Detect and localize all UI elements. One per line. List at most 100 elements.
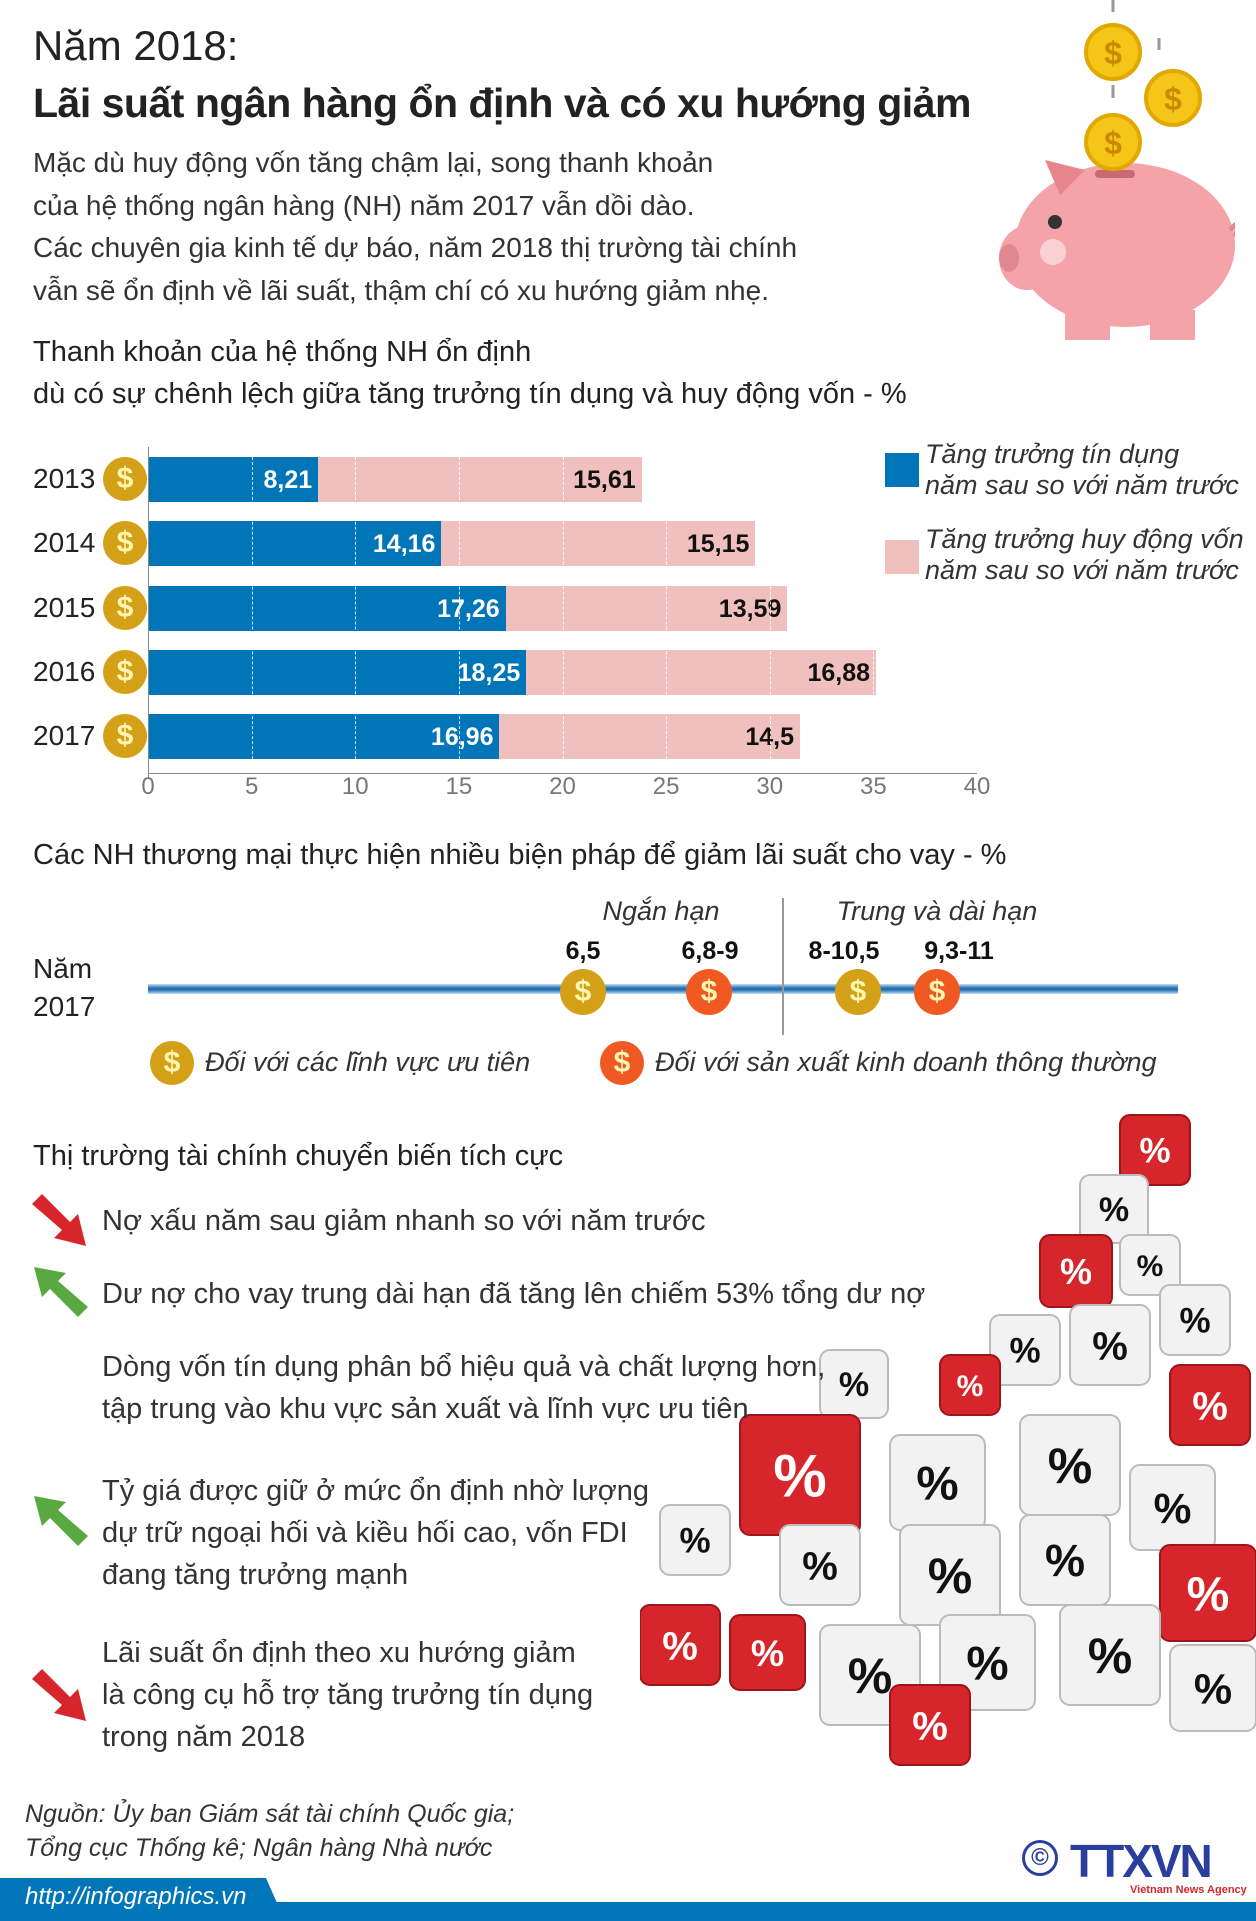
- footer-tab: [0, 1878, 285, 1921]
- svg-text:%: %: [912, 1704, 948, 1748]
- source-note: Nguồn: Ủy ban Giám sát tài chính Quốc gi…: [25, 1800, 515, 1862]
- x-tick-label: 5: [244, 773, 259, 800]
- percent-die-icon: %: [1119, 1234, 1181, 1296]
- bar-value-label: 18,25: [457, 658, 521, 687]
- gridline: [562, 457, 564, 779]
- svg-text:%: %: [916, 1458, 958, 1511]
- year-label: Năm 2017: [33, 953, 96, 1022]
- percent-die-icon: %: [1159, 1284, 1231, 1356]
- footer-bar: [0, 1902, 1256, 1921]
- bar-segment: [148, 714, 500, 760]
- svg-text:$: $: [1104, 35, 1122, 71]
- gridline: [666, 457, 668, 779]
- year-label: 2016: [33, 655, 96, 687]
- market-item: Dư nợ cho vay trung dài hạn đã tăng lên …: [102, 1278, 926, 1310]
- percent-die-icon: %: [1019, 1514, 1111, 1606]
- x-tick-label: 0: [141, 773, 155, 800]
- arrow-up-left-icon: [34, 1496, 88, 1546]
- legend-deposit: Tăng trưởng huy động vốn năm sau so với n…: [925, 524, 1244, 585]
- copyright-icon: ©: [1022, 1840, 1058, 1876]
- chart-title: Thanh khoản của hệ thống NH ổn định dù c…: [33, 336, 907, 410]
- legend-swatch-deposit: [885, 540, 919, 574]
- bar-value-label: 13,59: [718, 594, 782, 623]
- percent-die-icon: %: [1059, 1604, 1161, 1706]
- percent-die-icon: %: [1119, 1114, 1191, 1186]
- coin-icon: $: [600, 1041, 644, 1085]
- svg-text:%: %: [1179, 1302, 1210, 1341]
- svg-text:%: %: [1099, 1191, 1129, 1229]
- svg-text:%: %: [1092, 1324, 1128, 1368]
- gridline: [355, 457, 357, 779]
- arrow-down-right-icon: [32, 1669, 86, 1721]
- svg-text:%: %: [773, 1443, 826, 1510]
- svg-text:%: %: [966, 1638, 1008, 1691]
- percent-die-icon: %: [889, 1434, 986, 1531]
- svg-text:%: %: [751, 1632, 784, 1674]
- svg-text:%: %: [1154, 1486, 1192, 1533]
- percent-die-icon: %: [899, 1524, 1001, 1626]
- bar-segment: [505, 585, 788, 631]
- group-long-term: Trung và dài hạn: [836, 896, 1038, 926]
- percent-die-icon: %: [1129, 1464, 1216, 1551]
- rate-value: 6,8-9: [681, 937, 739, 965]
- percent-die-icon: %: [1159, 1544, 1256, 1642]
- gridline: [769, 457, 771, 779]
- x-axis: [148, 772, 977, 774]
- svg-text:%: %: [848, 1648, 892, 1704]
- coin-icon: $: [914, 969, 960, 1015]
- percent-die-icon: %: [659, 1504, 731, 1576]
- coin-icon: $: [686, 969, 732, 1015]
- percent-die-icon: %: [1039, 1234, 1113, 1308]
- svg-text:$: $: [1164, 81, 1182, 117]
- bar-segment: [148, 457, 319, 502]
- coin-icon: $: [1144, 69, 1202, 127]
- page-title: Lãi suất ngân hàng ổn định và có xu hướn…: [33, 80, 971, 126]
- rate-value: 9,3-11: [924, 937, 994, 965]
- bar-segment: [148, 649, 527, 695]
- svg-text:%: %: [1048, 1438, 1092, 1494]
- coin-icon: $: [835, 969, 881, 1015]
- bar-segment: [526, 649, 877, 695]
- x-tick-label: 20: [549, 773, 576, 800]
- percent-die-icon: %: [939, 1354, 1001, 1416]
- coin-icon: $: [103, 457, 147, 501]
- rate-value: 8-10,5: [808, 937, 880, 965]
- rates-title: Các NH thương mại thực hiện nhiều biện p…: [33, 839, 1007, 871]
- svg-text:%: %: [839, 1366, 869, 1404]
- year-label: 2015: [33, 591, 96, 623]
- percent-die-icon: %: [1019, 1414, 1121, 1516]
- coin-icon: $: [560, 969, 606, 1015]
- market-item: Tỷ giá được giữ ở mức ổn định nhờ lượng d…: [102, 1475, 650, 1591]
- percent-die-icon: %: [640, 1604, 721, 1686]
- bar-value-label: 15,61: [573, 466, 636, 494]
- x-tick-label: 25: [652, 773, 680, 800]
- coin-icon: $: [1084, 23, 1142, 81]
- bar-value-label: 15,15: [686, 530, 750, 559]
- svg-text:%: %: [1192, 1384, 1228, 1428]
- ttxvn-logo: TTXVN: [1070, 1835, 1213, 1887]
- percent-die-icon: %: [1069, 1304, 1151, 1386]
- percent-die-icon: %: [1079, 1174, 1149, 1244]
- bar-segment: [499, 714, 800, 760]
- svg-text:%: %: [802, 1544, 838, 1588]
- coin-icon: $: [1084, 113, 1142, 171]
- divider: [782, 898, 784, 1035]
- svg-text:%: %: [662, 1624, 698, 1668]
- percent-die-icon: %: [889, 1684, 971, 1766]
- x-tick-label: 40: [963, 773, 991, 800]
- svg-text:%: %: [1137, 1250, 1164, 1283]
- group-short-term: Ngắn hạn: [602, 896, 720, 926]
- market-item: Nợ xấu năm sau giảm nhanh so với năm trư…: [102, 1205, 706, 1237]
- percent-die-icon: %: [819, 1349, 889, 1419]
- x-tick-label: 30: [756, 773, 784, 800]
- logo-subtitle: Vietnam News Agency: [1130, 1884, 1247, 1896]
- legend-priority: Đối với các lĩnh vực ưu tiên: [205, 1047, 531, 1077]
- piggy-bank-icon: $ $ $: [999, 0, 1235, 340]
- rate-value: 6,5: [565, 937, 601, 965]
- coin-icon: $: [103, 585, 147, 630]
- bar-segment: [148, 585, 506, 631]
- footer-url[interactable]: http://infographics.vn: [25, 1883, 247, 1910]
- bar-segment: [148, 521, 442, 567]
- year-label: 2017: [33, 720, 96, 752]
- x-tick-label: 15: [445, 773, 473, 800]
